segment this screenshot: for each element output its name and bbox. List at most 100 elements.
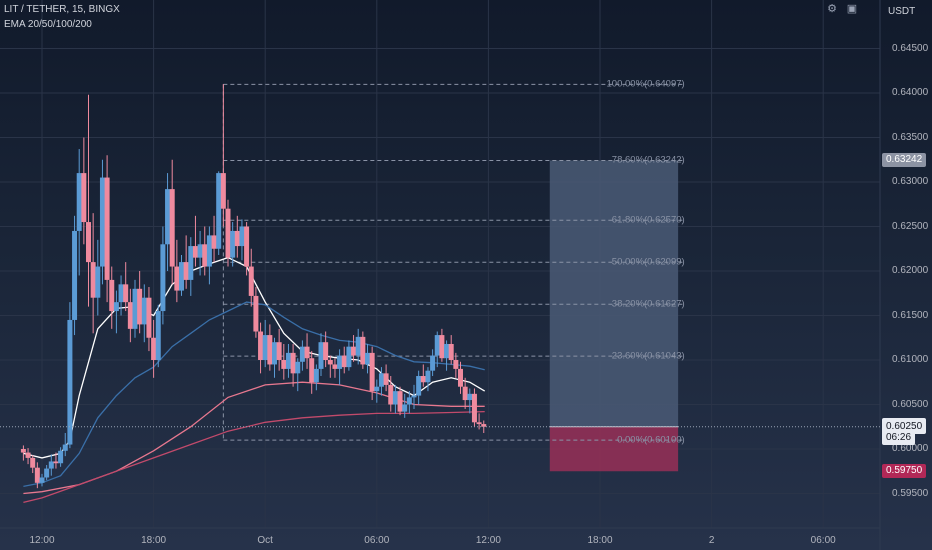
candle-body	[165, 189, 171, 245]
price-tag: 06:26	[882, 430, 916, 445]
grid	[0, 0, 881, 550]
candle-body	[281, 360, 287, 369]
ema-200-line	[23, 410, 485, 504]
candle-body	[197, 244, 203, 258]
fib-level-label: 61.80%(0.62570)	[611, 214, 685, 226]
candle-body	[30, 457, 36, 468]
stop-zone	[549, 426, 679, 472]
long-position-tool[interactable]	[549, 160, 679, 472]
price-tick-label: 0.61000	[892, 354, 929, 365]
candle-body	[388, 384, 394, 405]
candle-body	[290, 352, 296, 374]
candle-body	[95, 266, 101, 298]
candle-body	[179, 262, 184, 291]
candle-body	[392, 391, 398, 405]
candle-body	[276, 342, 282, 360]
candle-body	[234, 230, 240, 247]
candle-body	[62, 444, 68, 451]
candle-body	[25, 452, 31, 458]
candle-body	[188, 246, 194, 280]
candle-body	[90, 262, 96, 298]
candle-body	[448, 343, 454, 360]
candle-body	[444, 343, 450, 359]
candle-body	[411, 395, 417, 398]
snapshot-icon[interactable]: ▣	[846, 3, 858, 15]
candle-body	[76, 173, 82, 231]
candle-body	[476, 422, 482, 425]
fib-level-label: 38.20%(0.61627)	[611, 298, 685, 310]
symbol-title[interactable]: LIT / TETHER, 15, BINGX	[4, 4, 120, 15]
candle-body	[67, 319, 73, 445]
price-tick-label: 0.62000	[892, 265, 929, 276]
candle-body	[471, 393, 477, 423]
candle-body	[341, 355, 347, 368]
candle-body	[434, 335, 440, 356]
candle-body	[123, 284, 129, 303]
price-tick-label: 0.63000	[892, 176, 929, 187]
candle-body	[146, 297, 152, 338]
candle-body	[360, 336, 366, 365]
candle-body	[137, 288, 143, 325]
candle-body	[253, 295, 259, 332]
candle-body	[225, 208, 231, 258]
candles	[20, 84, 487, 489]
time-tick-label: 18:00	[141, 535, 167, 546]
indicator-legend[interactable]: EMA 20/50/100/200	[4, 19, 92, 30]
candle-body	[467, 393, 473, 401]
candle-body	[39, 477, 45, 483]
candle-body	[378, 373, 384, 387]
price-tick-label: 0.64000	[892, 87, 929, 98]
fib-level-label: 78.60%(0.63242)	[611, 154, 685, 166]
candle-body	[402, 404, 408, 412]
candle-body	[104, 177, 110, 280]
candle-body	[183, 262, 189, 280]
candle-body	[53, 461, 59, 464]
candle-body	[160, 244, 166, 312]
candle-body	[72, 230, 78, 320]
time-tick-label: 12:00	[29, 535, 55, 546]
candle-body	[141, 297, 147, 325]
candle-body	[230, 230, 236, 258]
candle-body	[425, 370, 431, 383]
candle-body	[439, 335, 445, 359]
candle-body	[48, 461, 54, 469]
price-tick-label: 0.59500	[892, 487, 929, 499]
candle-body	[318, 342, 324, 369]
candle-body	[192, 246, 198, 258]
time-tick-label: 18:00	[587, 535, 613, 546]
candle-body	[351, 346, 357, 356]
candle-body	[20, 449, 26, 453]
candle-body	[262, 335, 268, 360]
candle-body	[462, 386, 468, 401]
fib-level-label: 100.00%(0.64097)	[606, 78, 685, 90]
candle-body	[458, 368, 463, 387]
candle-body	[206, 235, 212, 267]
ema-100-line	[23, 381, 485, 495]
candle-body	[299, 346, 305, 362]
candle-body	[304, 346, 310, 359]
price-tick-label: 0.64500	[892, 42, 929, 54]
candle-body	[295, 361, 301, 374]
fib-level-label: 23.60%(0.61043)	[611, 350, 685, 362]
candle-body	[355, 336, 361, 356]
candle-body	[109, 279, 115, 312]
price-tick-label: 0.61500	[892, 309, 929, 321]
candle-body	[81, 173, 87, 223]
candle-body	[220, 173, 226, 209]
candle-body	[365, 352, 370, 365]
candle-body	[86, 222, 91, 263]
candle-body	[169, 189, 175, 267]
candle-body	[327, 360, 333, 365]
gear-icon[interactable]: ⚙	[827, 3, 837, 15]
candle-body	[397, 391, 403, 412]
price-tick-label: 0.62500	[892, 220, 929, 232]
candle-body	[258, 331, 264, 360]
candle-body	[239, 226, 245, 247]
candle-body	[127, 302, 133, 329]
candle-body	[313, 368, 319, 383]
price-tag: 0.63242	[882, 153, 927, 168]
candle-body	[346, 346, 352, 368]
time-tick-label: Oct	[257, 535, 273, 546]
candle-body	[34, 467, 40, 483]
